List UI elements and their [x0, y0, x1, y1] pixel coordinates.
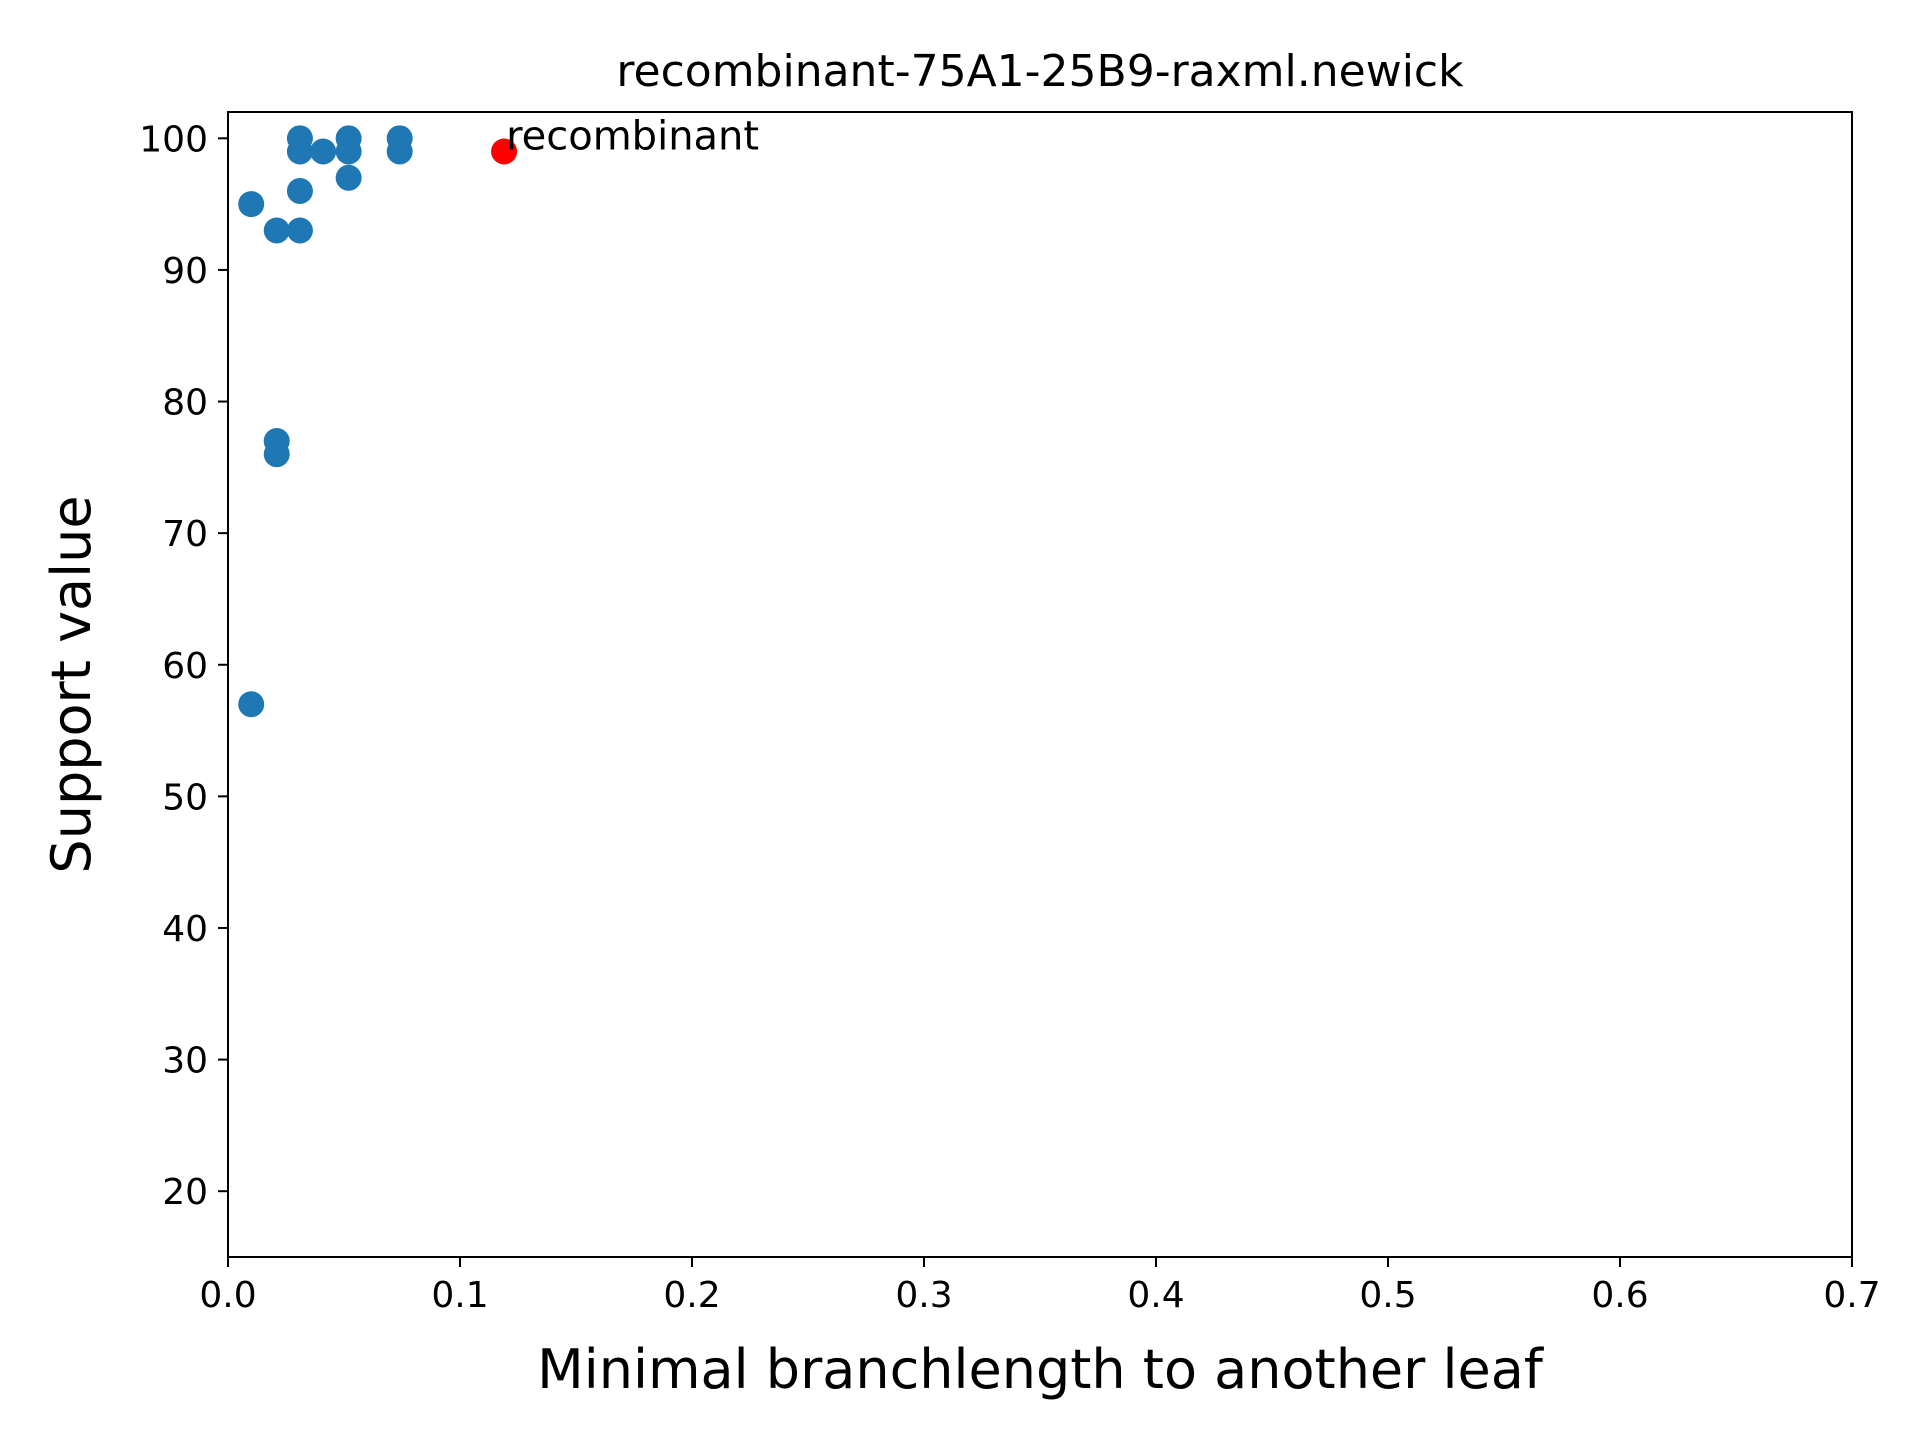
x-tick-label: 0.1: [431, 1275, 488, 1316]
y-axis-ticks: 20 30 40 50 60 70 80 90 100: [139, 119, 228, 1213]
data-point: [286, 177, 313, 204]
y-tick-label: 30: [162, 1041, 208, 1082]
x-axis-label: Minimal branchlength to another leaf: [537, 1338, 1545, 1401]
data-point: [263, 441, 290, 468]
data-point: [310, 138, 337, 165]
x-tick-label: 0.0: [199, 1275, 256, 1316]
y-tick-label: 80: [162, 383, 208, 424]
plot-frame: [227, 111, 1853, 1258]
data-point: [263, 217, 290, 244]
data-points: [238, 125, 518, 718]
y-tick-label: 40: [162, 909, 208, 950]
y-tick-label: 100: [139, 119, 208, 160]
data-point: [286, 217, 313, 244]
x-axis-ticks: 0.0 0.1 0.2 0.3 0.4 0.5 0.6 0.7: [199, 1257, 1881, 1316]
y-tick-label: 60: [162, 646, 208, 687]
x-tick-label: 0.3: [895, 1275, 952, 1316]
data-point: [386, 138, 413, 165]
x-tick-label: 0.6: [1591, 1275, 1648, 1316]
y-tick-label: 90: [162, 251, 208, 292]
data-point: [335, 164, 362, 191]
point-annotation: recombinant: [506, 113, 759, 159]
data-point: [238, 191, 265, 218]
y-tick-label: 70: [162, 514, 208, 555]
annotations: recombinant: [506, 113, 759, 159]
y-axis-label: Support value: [40, 495, 103, 873]
recombinant-point: [491, 138, 518, 165]
x-tick-label: 0.7: [1823, 1275, 1880, 1316]
y-tick-label: 20: [162, 1172, 208, 1213]
chart-title: recombinant-75A1-25B9-raxml.newick: [616, 46, 1464, 97]
x-tick-label: 0.4: [1127, 1275, 1184, 1316]
data-point: [238, 691, 265, 718]
data-point: [335, 138, 362, 165]
x-tick-label: 0.2: [663, 1275, 720, 1316]
data-point: [286, 138, 313, 165]
x-tick-label: 0.5: [1359, 1275, 1416, 1316]
y-tick-label: 50: [162, 777, 208, 818]
